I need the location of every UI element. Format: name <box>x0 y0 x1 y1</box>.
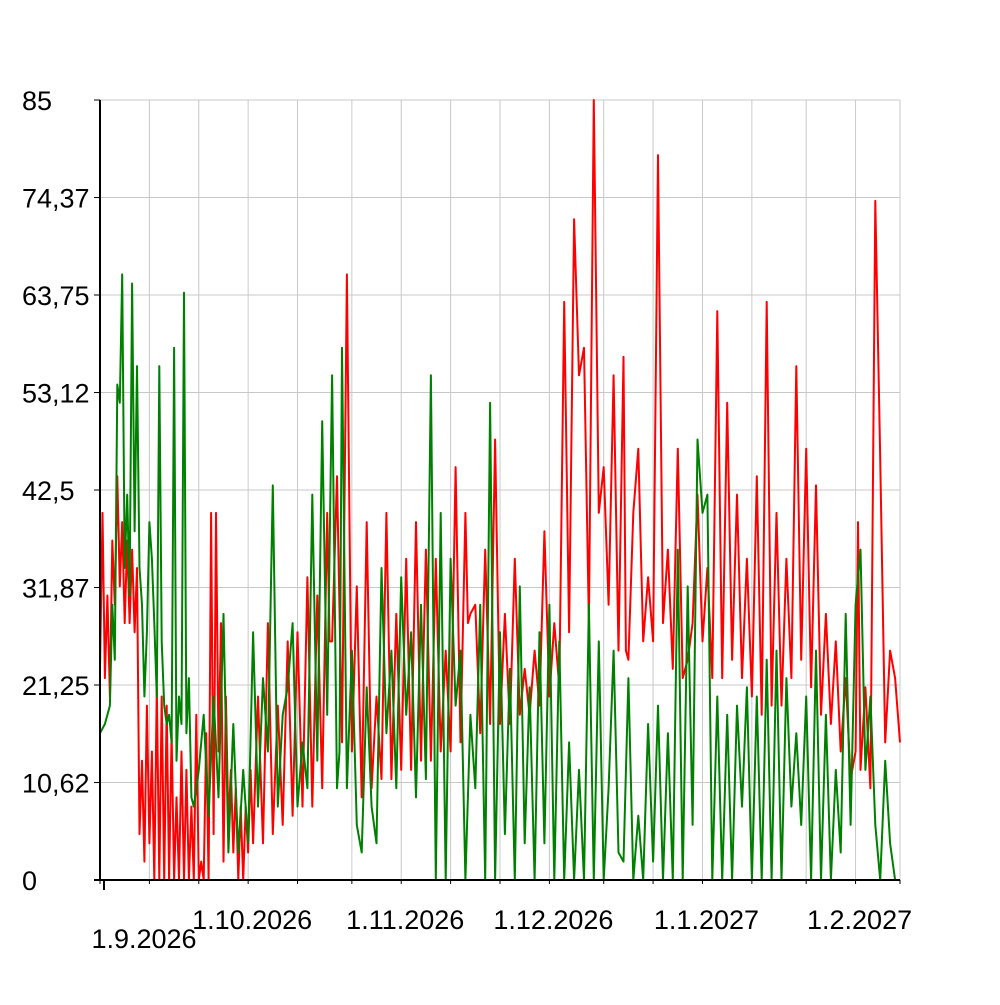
y-tick-label: 63,75 <box>22 281 90 311</box>
y-tick-label: 42,5 <box>22 476 75 506</box>
x-tick-label: 1.11.2026 <box>346 905 464 935</box>
x-tick-label: 1.12.2026 <box>493 905 613 935</box>
y-axis-tick-labels: 0 10,62 21,25 31,87 42,5 53,12 63,75 74,37 85 <box>22 86 90 896</box>
y-tick-label: 31,87 <box>22 574 90 604</box>
x-tick-label: 1.2.2027 <box>807 905 912 935</box>
y-tick-label: 85 <box>22 86 52 116</box>
y-tick-label: 53,12 <box>22 379 90 409</box>
y-tick-label: 0 <box>22 866 37 896</box>
y-tick-label: 21,25 <box>22 671 90 701</box>
y-tick-label: 74,37 <box>22 184 90 214</box>
x-tick-label: 1.9.2026 <box>91 924 196 954</box>
axes <box>94 99 901 890</box>
x-tick-label: 1.1.2027 <box>654 905 759 935</box>
x-tick-label: 1.10.2026 <box>192 905 312 935</box>
y-tick-label: 10,62 <box>22 769 90 799</box>
